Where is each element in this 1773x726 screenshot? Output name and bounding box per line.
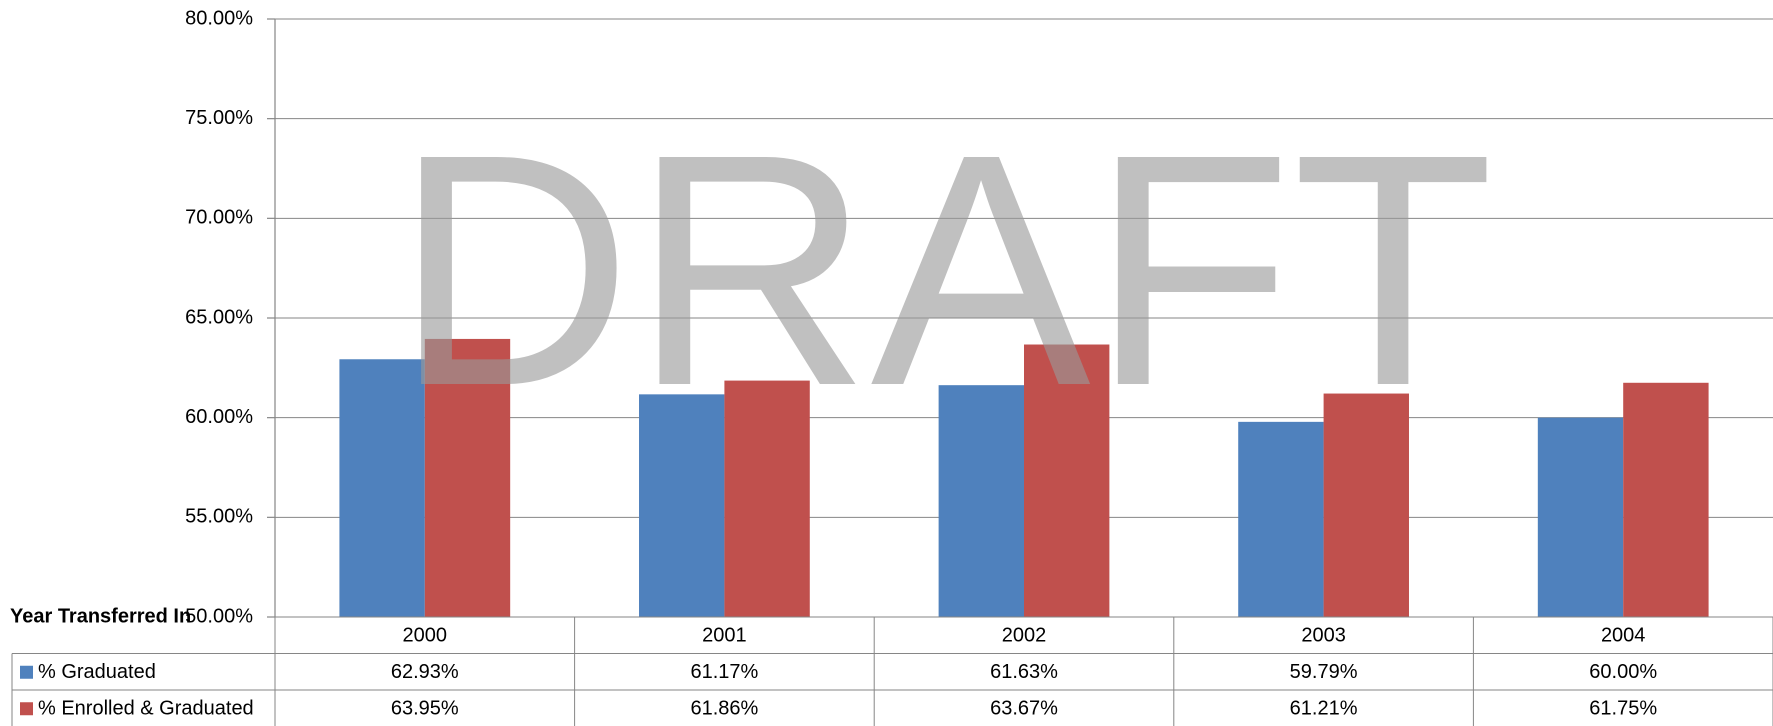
- legend-swatch: [20, 702, 33, 716]
- bar: [424, 338, 511, 617]
- y-tick-label: 55.00%: [185, 506, 253, 528]
- y-tick-label: 65.00%: [185, 306, 253, 328]
- table-value: 62.93%: [391, 661, 459, 683]
- table-value: 61.21%: [1290, 698, 1358, 720]
- y-tick-label: 80.00%: [185, 7, 253, 29]
- legend-label: % Graduated: [38, 661, 156, 683]
- y-tick-label: 50.00%: [185, 605, 253, 627]
- x-tick-label: 2004: [1601, 625, 1646, 647]
- x-tick-label: 2001: [702, 625, 747, 647]
- table-value: 59.79%: [1290, 661, 1358, 683]
- table-value: 61.75%: [1589, 698, 1657, 720]
- table-value: 61.86%: [690, 698, 758, 720]
- table-value: 60.00%: [1589, 661, 1657, 683]
- table-value: 63.67%: [990, 698, 1058, 720]
- table-header: Year Transferred In: [10, 605, 191, 627]
- x-tick-label: 2000: [403, 625, 448, 647]
- table-value: 61.63%: [990, 661, 1058, 683]
- bar: [639, 394, 725, 617]
- y-tick-label: 60.00%: [185, 406, 253, 428]
- y-tick-label: 75.00%: [185, 107, 253, 129]
- bar: [1623, 382, 1709, 617]
- bar: [724, 380, 810, 617]
- watermark: DRAFT: [394, 85, 1494, 454]
- bar: [1238, 421, 1324, 617]
- x-tick-label: 2002: [1002, 625, 1047, 647]
- bar: [339, 359, 425, 617]
- x-tick-label: 2003: [1301, 625, 1346, 647]
- bar: [938, 385, 1024, 617]
- bar: [1323, 393, 1409, 617]
- legend-label: % Enrolled & Graduated: [38, 698, 254, 720]
- bar: [1024, 344, 1110, 617]
- bar: [1537, 417, 1624, 617]
- table-value: 61.17%: [690, 661, 758, 683]
- y-tick-label: 70.00%: [185, 207, 253, 229]
- table-value: 63.95%: [391, 698, 459, 720]
- legend-swatch: [20, 665, 33, 679]
